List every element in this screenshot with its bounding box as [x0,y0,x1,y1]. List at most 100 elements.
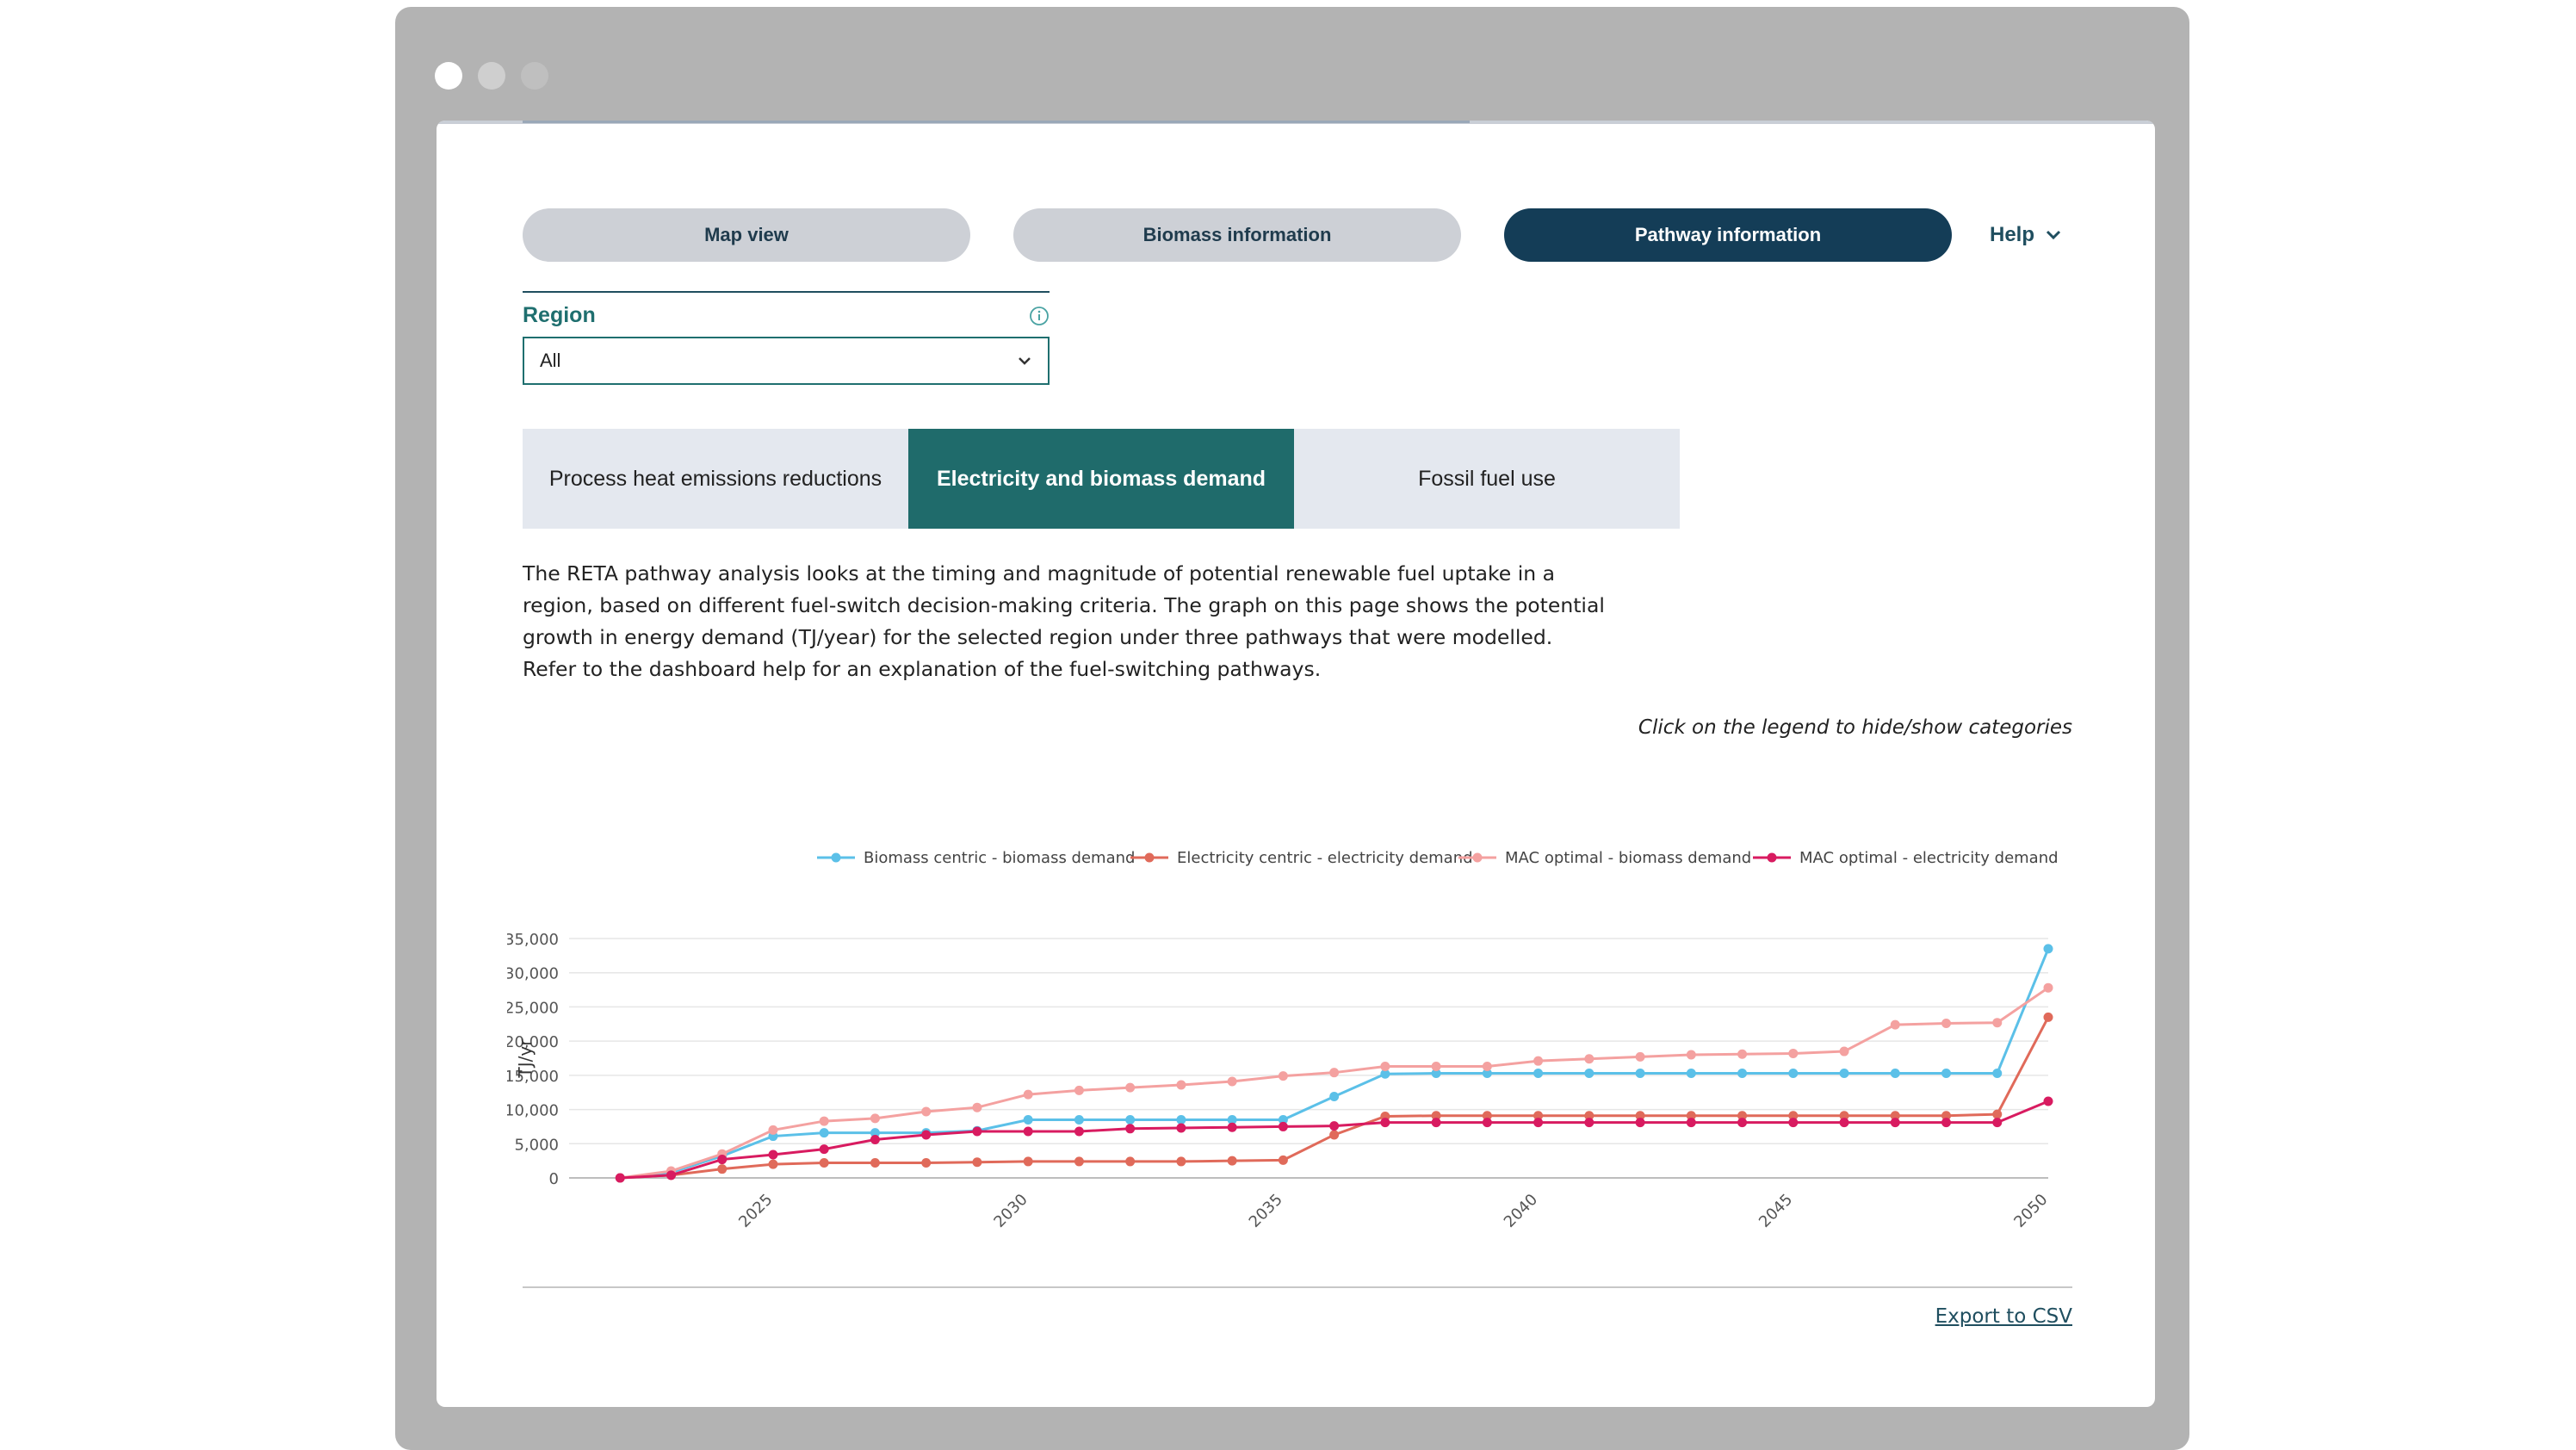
legend-item[interactable]: Biomass centric - biomass demand [817,849,1135,867]
data-point [1176,1123,1186,1133]
data-point [819,1144,829,1155]
data-point [1890,1118,1900,1128]
data-point [768,1149,778,1160]
legend-item[interactable]: Electricity centric - electricity demand [1130,849,1473,867]
chart-tabs: Process heat emissions reductions Electr… [523,429,1680,529]
legend-swatch-marker [1767,852,1777,863]
region-filter: Region All [523,291,1050,385]
data-point [1686,1111,1696,1121]
data-point [921,1106,932,1117]
x-tick-label: 2040 [1501,1191,1541,1231]
x-tick-label: 2030 [990,1191,1031,1231]
region-label: Region [523,303,596,327]
x-tick-label: 2035 [1246,1191,1286,1231]
legend-item[interactable]: MAC optimal - electricity demand [1753,849,2059,867]
data-point [1890,1111,1900,1121]
data-point [1533,1111,1544,1121]
data-point [1380,1118,1390,1128]
tab-label: Fossil fuel use [1418,466,1556,491]
pathway-information-button[interactable]: Pathway information [1504,208,1952,262]
legend-label: Electricity centric - electricity demand [1177,849,1473,867]
data-point [1380,1069,1390,1079]
data-point [870,1158,880,1168]
data-point [1635,1051,1645,1062]
window-close-dot[interactable] [435,62,462,90]
x-tick-label: 2025 [735,1191,776,1231]
data-point [1278,1155,1288,1165]
data-point [1023,1089,1033,1100]
data-point [1482,1068,1492,1078]
chevron-down-icon [2046,230,2061,240]
data-point [1788,1118,1799,1128]
data-point [1992,1068,2003,1078]
y-tick-label: 25,000 [507,999,559,1017]
pathway-description: The RETA pathway analysis looks at the t… [523,561,1605,681]
data-point [1737,1111,1748,1121]
window-maximize-dot[interactable] [521,62,548,90]
data-point [1584,1054,1595,1064]
tab-fossil-fuel-use[interactable]: Fossil fuel use [1294,429,1680,529]
data-point [717,1155,728,1165]
data-point [870,1128,880,1138]
data-point [1431,1068,1441,1078]
data-point [1533,1056,1544,1066]
window-minimize-dot[interactable] [478,62,505,90]
data-point [921,1158,932,1168]
data-point [1482,1118,1492,1128]
data-point [1278,1114,1288,1125]
data-point [1176,1114,1186,1125]
y-tick-label: 0 [549,1170,559,1188]
region-selected-value: All [540,350,561,371]
data-point [972,1102,982,1112]
info-icon[interactable] [1029,306,1050,326]
data-point [1584,1111,1595,1121]
y-tick-label: 10,000 [507,1102,559,1120]
data-point [1482,1062,1492,1072]
legend-swatch-marker [1144,852,1155,863]
y-tick-label: 30,000 [507,965,559,983]
data-point [1125,1124,1136,1134]
tab-electricity-biomass-demand[interactable]: Electricity and biomass demand [908,429,1294,529]
data-point [1635,1118,1645,1128]
data-point [1125,1156,1136,1167]
demand-line-chart: 0 5,000 10,000 15,000 20,000 25,000 30,000 35,0… [507,849,2059,1231]
data-point [1023,1156,1033,1167]
data-point [1278,1121,1288,1131]
data-point [1125,1082,1136,1093]
data-point [819,1128,829,1138]
region-select[interactable]: All [523,337,1050,385]
data-point [768,1159,778,1169]
data-point [1839,1118,1849,1128]
data-point [1788,1111,1799,1121]
data-point [666,1170,676,1180]
data-point [2043,1096,2053,1106]
tab-process-heat-emissions[interactable]: Process heat emissions reductions [523,429,908,529]
data-point [1737,1118,1748,1128]
data-point [1533,1118,1544,1128]
data-point [1431,1118,1441,1128]
legend-item[interactable]: MAC optimal - biomass demand [1458,849,1751,867]
data-point [870,1135,880,1145]
data-point [1227,1122,1237,1132]
y-tick-label: 35,000 [507,931,559,949]
data-point [870,1113,880,1124]
export-csv-link[interactable]: Export to CSV [1935,1305,2072,1328]
y-tick-label: 15,000 [507,1068,559,1086]
data-point [1482,1111,1492,1121]
dashboard-panel: Map view Biomass information Pathway inf… [507,196,2088,1350]
data-point [2043,944,2053,954]
data-point [2043,1012,2053,1022]
page-viewport: Map view Biomass information Pathway inf… [437,121,2155,1407]
data-point [972,1126,982,1137]
map-view-button[interactable]: Map view [523,208,970,262]
data-point [1074,1085,1084,1095]
data-point [1890,1068,1900,1078]
data-point [1992,1018,2003,1028]
data-point [1227,1076,1237,1087]
legend-swatch-marker [831,852,841,863]
data-point [1737,1068,1748,1078]
data-point [1023,1126,1033,1137]
y-tick-label: 20,000 [507,1033,559,1051]
help-menu[interactable]: Help [1990,208,2062,262]
biomass-information-button[interactable]: Biomass information [1013,208,1461,262]
